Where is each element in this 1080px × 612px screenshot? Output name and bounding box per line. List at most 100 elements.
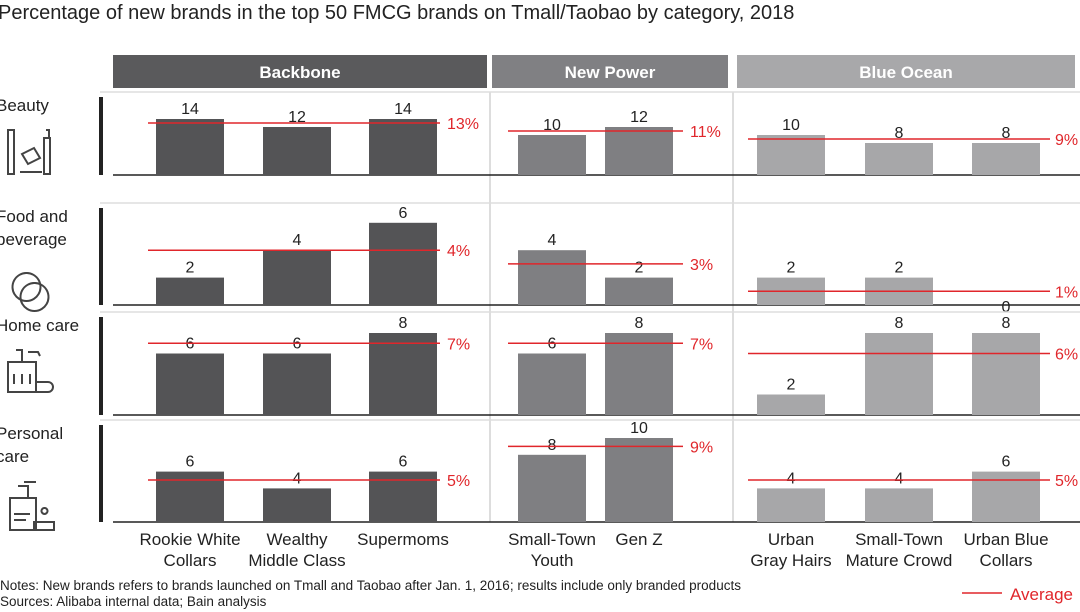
bar-value-label: 6 [399, 205, 408, 222]
bar-value-label: 6 [186, 454, 195, 471]
cleaning-supplies-icon [7, 349, 54, 393]
cookies-icon [11, 272, 50, 312]
bar-value-label: 6 [1002, 454, 1011, 471]
bar-gen-z [605, 438, 673, 522]
average-label: 7% [690, 336, 713, 353]
soap-pump-icon [9, 481, 55, 531]
bar-value-label: 8 [1002, 315, 1011, 332]
sources-text: Sources: Alibaba internal data; Bain ana… [0, 594, 267, 609]
category-label: Gen Z [615, 530, 662, 549]
bar-value-label: 0 [1002, 299, 1011, 316]
bar-urban-gray-hairs [757, 488, 825, 522]
bar-value-label: 14 [181, 101, 199, 118]
cosmetics-icon [7, 129, 51, 175]
bar-small-town-youth [518, 353, 586, 415]
category-label: Urban [768, 530, 814, 549]
average-label: 13% [447, 116, 479, 133]
bar-urban-blue-collars [972, 333, 1040, 415]
average-label: 5% [447, 473, 470, 490]
bar-value-label: 4 [895, 470, 904, 487]
average-label: 4% [447, 243, 470, 260]
bar-rookie-white-collars [156, 353, 224, 415]
average-label: 3% [690, 257, 713, 274]
group-header-label: Backbone [259, 63, 340, 82]
bar-small-town-youth [518, 250, 586, 305]
group-header-1 [492, 55, 728, 88]
bar-gen-z [605, 333, 673, 415]
bar-supermoms [369, 471, 437, 522]
category-label: Middle Class [248, 551, 345, 570]
bar-value-label: 6 [399, 454, 408, 471]
bar-value-label: 2 [787, 377, 796, 394]
row-label: Beauty [0, 96, 49, 115]
row-label: Personal [0, 424, 63, 443]
bar-wealthy-middle-class [263, 353, 331, 415]
bar-small-town-mature-crowd [865, 488, 933, 522]
bar-value-label: 2 [186, 260, 195, 277]
bar-small-town-mature-crowd [865, 333, 933, 415]
category-label: Small-Town [855, 530, 943, 549]
bar-value-label: 4 [293, 470, 302, 487]
category-label: Wealthy [266, 530, 328, 549]
category-label: Youth [531, 551, 574, 570]
bar-urban-blue-collars [972, 471, 1040, 522]
average-label: 9% [690, 439, 713, 456]
bar-supermoms [369, 222, 437, 305]
bar-value-label: 2 [895, 260, 904, 277]
bar-value-label: 10 [782, 117, 800, 134]
bar-wealthy-middle-class [263, 250, 331, 305]
average-label: 11% [690, 124, 721, 141]
bar-value-label: 4 [548, 232, 557, 249]
bar-value-label: 8 [1002, 125, 1011, 142]
bar-value-label: 12 [630, 109, 648, 126]
bar-wealthy-middle-class [263, 488, 331, 522]
category-label: Mature Crowd [846, 551, 953, 570]
bar-rookie-white-collars [156, 277, 224, 305]
bar-value-label: 4 [787, 470, 796, 487]
bar-value-label: 8 [548, 437, 557, 454]
row-label: Food and [0, 207, 68, 226]
bar-urban-blue-collars [972, 143, 1040, 175]
bar-supermoms [369, 119, 437, 175]
bar-value-label: 8 [895, 315, 904, 332]
bar-wealthy-middle-class [263, 127, 331, 175]
bar-value-label: 4 [293, 232, 302, 249]
bar-small-town-youth [518, 135, 586, 175]
bar-value-label: 14 [394, 101, 412, 118]
average-label: 1% [1055, 284, 1078, 301]
bar-gen-z [605, 127, 673, 175]
row-label: beverage [0, 230, 67, 249]
category-label: Urban Blue [963, 530, 1048, 549]
group-header-label: Blue Ocean [859, 63, 953, 82]
bar-value-label: 2 [635, 260, 644, 277]
category-label: Small-Town [508, 530, 596, 549]
bar-value-label: 8 [895, 125, 904, 142]
bar-small-town-youth [518, 454, 586, 522]
average-label: 6% [1055, 347, 1078, 364]
bar-value-label: 8 [399, 315, 408, 332]
chart-title: Percentage of new brands in the top 50 F… [0, 2, 794, 24]
category-label: Rookie White [139, 530, 240, 549]
group-header-label: New Power [565, 63, 656, 82]
legend-average-label: Average [1010, 585, 1073, 604]
category-label: Gray Hairs [750, 551, 831, 570]
row-label: Home care [0, 316, 79, 335]
average-label: 9% [1055, 132, 1078, 149]
bar-urban-gray-hairs [757, 394, 825, 415]
group-header-0 [113, 55, 487, 88]
bar-value-label: 10 [630, 420, 648, 437]
bar-value-label: 2 [787, 260, 796, 277]
notes-text: Notes: New brands refers to brands launc… [0, 578, 741, 593]
bar-value-label: 12 [288, 109, 306, 126]
bar-rookie-white-collars [156, 471, 224, 522]
bar-supermoms [369, 333, 437, 415]
category-label: Collars [164, 551, 217, 570]
bar-value-label: 10 [543, 117, 561, 134]
group-header-2 [737, 55, 1075, 88]
category-label: Supermoms [357, 530, 449, 549]
category-label: Collars [980, 551, 1033, 570]
bar-gen-z [605, 277, 673, 305]
bar-small-town-mature-crowd [865, 143, 933, 175]
